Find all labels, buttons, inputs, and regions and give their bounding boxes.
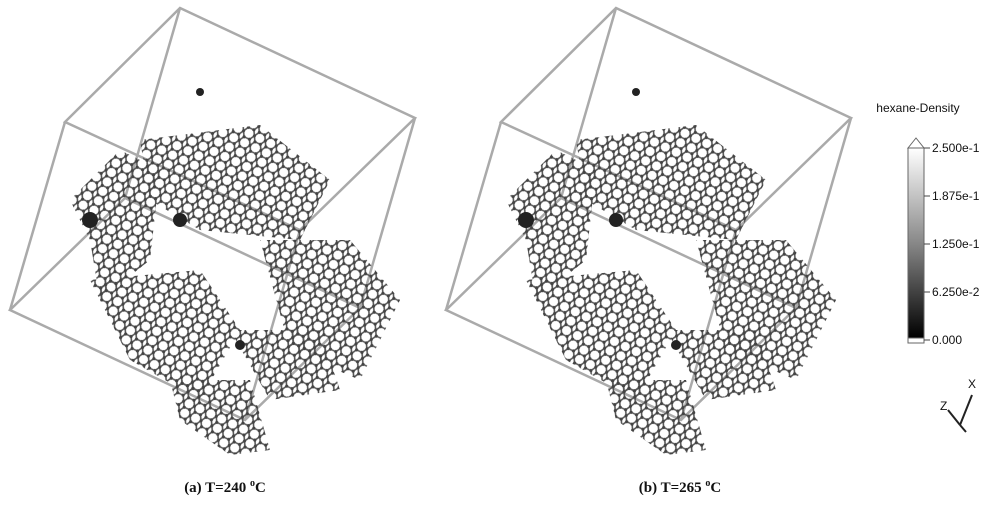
axis-label: X — [968, 377, 976, 391]
figure: (a) T=240 oC (b) T=265 oC hexane-Density… — [0, 0, 981, 507]
axis-label: Z — [940, 399, 947, 413]
colorbar-tick-label: 2.500e-1 — [932, 141, 980, 155]
figure-canvas: (a) T=240 oC (b) T=265 oC hexane-Density… — [0, 0, 981, 507]
panel-a-render — [10, 8, 415, 455]
panel-caption: (a) T=240 oC — [184, 478, 266, 496]
colorbar — [908, 148, 924, 338]
colorbar-tick-label: 0.000 — [932, 333, 962, 347]
panel-b-render — [446, 8, 851, 455]
panel-caption: (b) T=265 oC — [639, 478, 721, 496]
colorbar-tick-label: 6.250e-2 — [932, 285, 980, 299]
axis-triad — [948, 395, 972, 432]
colorbar-end — [908, 338, 924, 343]
colorbar-arrow — [908, 138, 924, 148]
colorbar-tick-label: 1.250e-1 — [932, 237, 980, 251]
colorbar-title: hexane-Density — [876, 101, 959, 115]
colorbar-tick-label: 1.875e-1 — [932, 189, 980, 203]
